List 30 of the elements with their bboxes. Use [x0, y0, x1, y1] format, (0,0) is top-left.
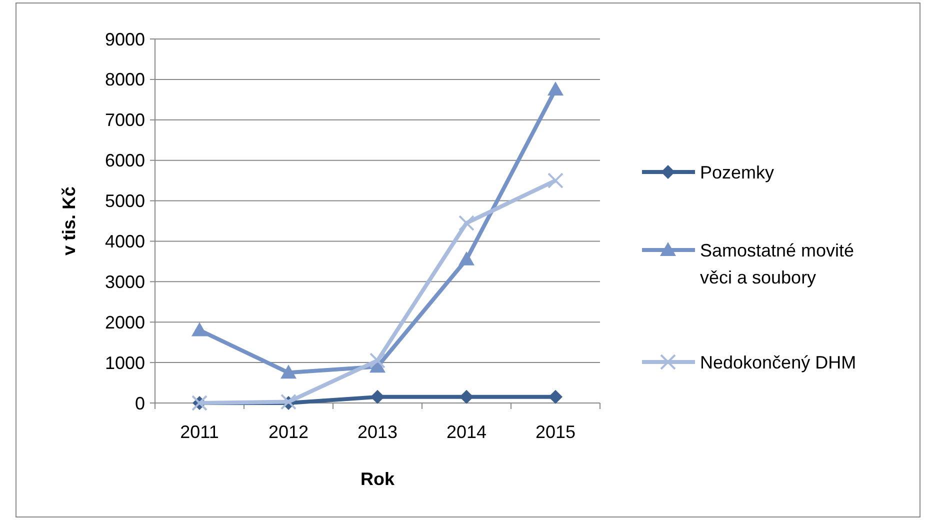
y-tick-label: 9000	[104, 29, 145, 50]
y-tick-label: 7000	[104, 110, 145, 130]
x-tick-label: 2015	[535, 422, 576, 442]
point	[280, 364, 296, 379]
x-tick-label: 2013	[357, 422, 398, 442]
y-tick-label: 4000	[104, 232, 145, 252]
point	[458, 251, 474, 266]
y-tick-label: 0	[134, 393, 145, 414]
legend-label: Pozemky	[700, 162, 774, 182]
y-tick-label: 6000	[104, 150, 145, 171]
legend-label: Nedokončený DHM	[700, 352, 856, 372]
y-tick-label: 2000	[104, 312, 145, 332]
point	[548, 172, 564, 189]
x-tick-label: 2014	[446, 422, 487, 442]
y-tick-label: 8000	[104, 70, 145, 90]
point	[548, 390, 562, 404]
point	[458, 215, 474, 232]
y-tick-label: 1000	[104, 352, 145, 373]
y-axis-title: v tis. Kč	[59, 186, 79, 256]
point	[192, 322, 208, 336]
y-tick-label: 3000	[104, 272, 145, 292]
x-tick-label: 2012	[268, 422, 309, 442]
point	[460, 390, 474, 404]
point	[370, 352, 386, 369]
point	[548, 82, 564, 96]
x-tick-label: 2011	[180, 422, 219, 442]
y-tick-label: 5000	[104, 191, 145, 212]
x-axis-title: Rok	[360, 469, 396, 489]
legend-label: Samostatné movité věci a soubory	[700, 240, 854, 288]
point	[370, 390, 384, 404]
